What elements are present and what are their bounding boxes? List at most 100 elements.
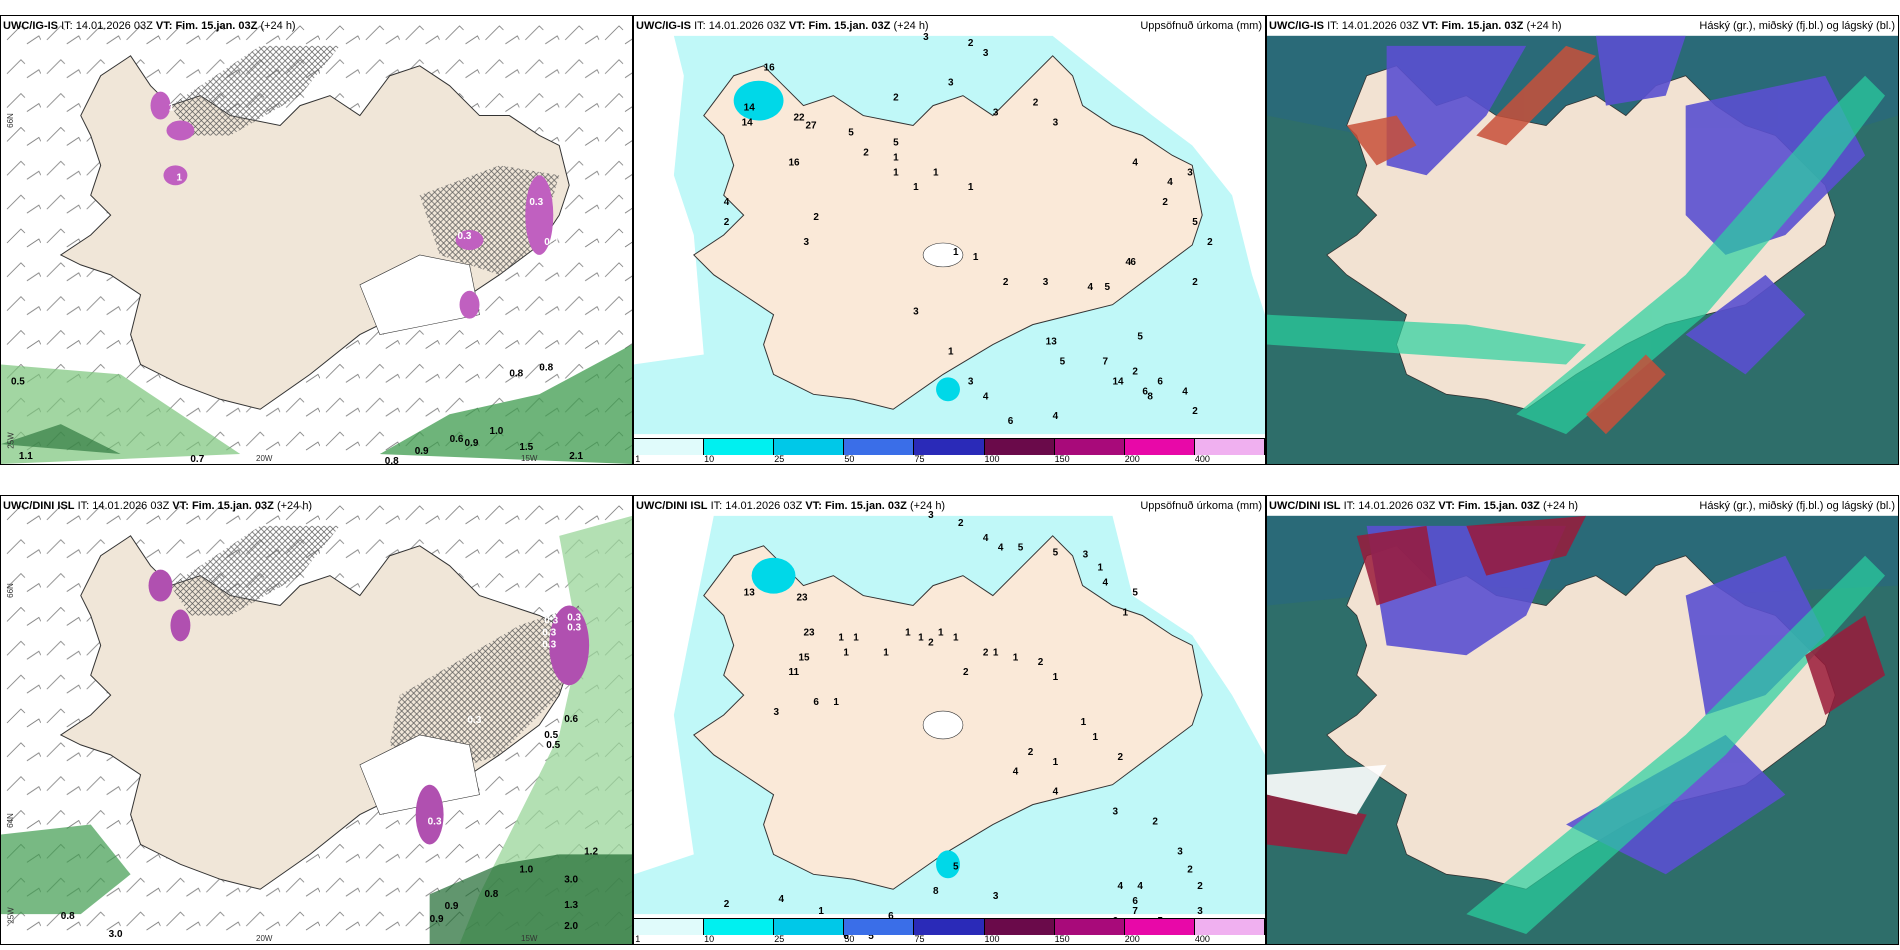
legend-swatch <box>844 919 915 935</box>
value-label: 2 <box>928 637 934 648</box>
value-label: 1 <box>968 182 974 193</box>
value-label: 23 <box>796 593 808 604</box>
value-label: 8 <box>1147 391 1153 402</box>
value-label: 2 <box>1028 747 1034 758</box>
value-label: 2 <box>1192 406 1198 417</box>
low-cloud-green <box>1267 75 1886 435</box>
value-label: 1 <box>905 627 911 638</box>
value-label: 4 <box>1053 787 1059 798</box>
value-label: 0.3 <box>542 627 556 638</box>
precip-legend: 1 10 25 50 75 100 150 200 400 <box>634 438 1265 464</box>
value-label: 2 <box>1117 752 1123 763</box>
map-panel-clouds-dini: UWC/DINI ISL IT: 14.01.2026 03Z VT: Fim.… <box>1266 495 1899 945</box>
value-label: 6 <box>843 931 849 942</box>
precip-labels: 0.8 3.0 0.90.9 0.8 1.0 3.0 2.0 1.3 1.2 0.6 0.50.5 0… <box>61 612 599 940</box>
value-label: 14 <box>744 103 756 114</box>
value-label: 5 <box>1060 356 1066 367</box>
value-label: 4 <box>983 391 989 402</box>
value-label: 3 <box>774 707 780 718</box>
value-label: 1 <box>818 906 824 917</box>
legend-tick: 25 <box>774 934 785 944</box>
legend-swatch <box>1194 919 1265 935</box>
value-label: 14 <box>742 118 754 129</box>
value-label: 15 <box>798 652 810 663</box>
legend-swatch <box>1124 919 1195 935</box>
lon-label-25: 25W <box>6 432 16 449</box>
cloud-map <box>1267 35 1898 464</box>
value-label: 1.0 <box>489 426 503 437</box>
value-label: 2 <box>1152 817 1158 828</box>
snow-patches-purple <box>148 569 590 845</box>
value-label: 0.6 <box>564 714 578 725</box>
lon-label-25: 25W <box>6 907 16 924</box>
value-label: 5 <box>1137 332 1143 343</box>
legend-swatch <box>704 439 775 455</box>
value-label: 1 <box>176 172 182 183</box>
precip-max-westfjords <box>733 80 784 121</box>
value-label: 0.5 <box>546 740 560 751</box>
legend-tick: 50 <box>844 454 855 464</box>
legend-tick: 400 <box>1194 934 1210 944</box>
map-panel-precip-dini: UWC/DINI ISL IT: 14.01.2026 03Z VT: Fim.… <box>633 495 1266 945</box>
value-label: 3 <box>1197 906 1203 917</box>
value-label: 6 <box>813 697 819 708</box>
legend-swatch <box>914 919 985 935</box>
value-label: 4 <box>779 894 785 905</box>
value-label: 6 <box>1130 257 1136 268</box>
value-label: 1 <box>843 647 849 658</box>
lon-label-15: 15W <box>521 934 538 943</box>
value-label: 0.9 <box>415 446 429 457</box>
value-label: 1 <box>1093 732 1099 743</box>
legend-swatch <box>774 919 845 935</box>
value-label: 1 <box>993 647 999 658</box>
lat-label-66: 66N <box>5 113 15 128</box>
value-label: 5 <box>1053 548 1059 559</box>
value-label: 3 <box>1053 118 1059 129</box>
value-label: 0.9 <box>465 438 479 449</box>
value-label: 22 <box>793 113 805 124</box>
value-label: 3 <box>983 48 989 59</box>
value-label: 0.8 <box>484 889 498 900</box>
panel-header: UWC/DINI ISL IT: 14.01.2026 03Z VT: Fim.… <box>1269 500 1895 512</box>
legend-tick: 1 <box>635 454 641 464</box>
value-label: 1 <box>1098 563 1104 574</box>
value-label: 4 <box>1103 578 1109 589</box>
value-label: 0.8 <box>509 368 523 379</box>
value-label: 8 <box>933 886 939 897</box>
value-label: 1 <box>933 167 939 178</box>
value-label: 0.3 <box>544 615 558 626</box>
snow-patches-purple <box>150 91 554 319</box>
value-label: 0.3 <box>544 237 558 248</box>
value-label: 0.3 <box>458 231 472 242</box>
value-label: 4 <box>1167 177 1173 188</box>
value-label: 3 <box>993 891 999 902</box>
value-label: 4 <box>1182 386 1188 397</box>
legend-swatch <box>704 919 775 935</box>
legend-tick: 200 <box>1124 454 1140 464</box>
cloud-map <box>1267 515 1898 944</box>
value-label: 3 <box>923 32 929 43</box>
lat-label-64: 64N <box>5 813 15 828</box>
value-label: 3 <box>993 108 999 119</box>
legend-swatch <box>1124 439 1195 455</box>
high-cloud-red <box>1346 45 1666 435</box>
green-precip-east <box>459 515 632 944</box>
value-label: 1.2 <box>584 846 598 857</box>
precip-labels: 0.51.1 0.7 0.80.90.61.00.9 1.52.10.80.8110.… <box>11 103 584 464</box>
value-label: 5 <box>848 127 854 138</box>
value-label: 0.8 <box>539 362 553 373</box>
legend-swatch <box>634 919 705 935</box>
value-label: 3 <box>928 510 934 521</box>
value-label: 1 <box>1081 717 1087 728</box>
value-label: 3 <box>1083 550 1089 561</box>
value-label: 5 <box>953 861 959 872</box>
value-label: 2 <box>1207 237 1213 248</box>
value-label: 2 <box>813 212 819 223</box>
panel-header: UWC/DINI ISL IT: 14.01.2026 03Z VT: Fim.… <box>3 500 313 512</box>
value-label: 4 <box>1117 881 1123 892</box>
value-label: 5 <box>868 931 874 942</box>
value-label: 23 <box>803 627 815 638</box>
panel-header: UWC/DINI ISL IT: 14.01.2026 03Z VT: Fim.… <box>636 500 1262 512</box>
value-label: 0.7 <box>190 454 204 464</box>
legend-tick: 200 <box>1124 934 1140 944</box>
